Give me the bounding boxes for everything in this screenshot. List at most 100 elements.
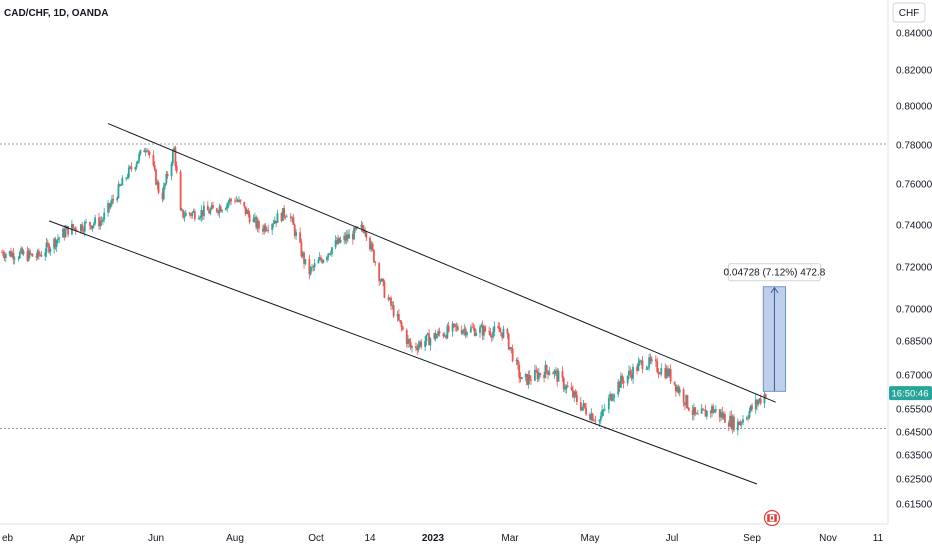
- candle-body: [749, 405, 752, 412]
- candle-body: [515, 359, 518, 362]
- candle-body: [481, 325, 484, 336]
- candle-body: [64, 229, 67, 237]
- candle-body: [337, 237, 339, 244]
- candle-body: [161, 192, 164, 200]
- candle-body: [564, 389, 566, 390]
- time-tick-label: May: [581, 533, 600, 544]
- currency-button-label[interactable]: CHF: [899, 8, 920, 19]
- candle-body: [667, 368, 669, 377]
- measure-tool[interactable]: 0.04728 (7.12%) 472.8: [724, 263, 826, 392]
- candle-body: [254, 216, 256, 219]
- candle-body: [730, 415, 733, 429]
- candle-body: [757, 401, 760, 405]
- price-tick-label: 0.76000: [896, 180, 932, 191]
- candle-body: [660, 368, 663, 375]
- candle-body: [362, 228, 365, 233]
- candle-body: [130, 166, 133, 170]
- candle-body: [446, 325, 449, 339]
- candle-body: [116, 198, 119, 201]
- price-tick-label: 0.67000: [896, 371, 932, 382]
- candle-body: [183, 216, 186, 218]
- candle-body: [203, 205, 205, 217]
- candle-body: [103, 212, 106, 220]
- candle-body: [353, 227, 355, 240]
- candle-body: [374, 262, 377, 264]
- channel-lower-line[interactable]: [48, 220, 758, 485]
- candle-body: [162, 186, 165, 200]
- candle-body: [322, 260, 325, 263]
- candle-body: [436, 335, 438, 339]
- time-tick-label: Jun: [148, 533, 164, 544]
- candle-body: [308, 259, 311, 275]
- candle-body: [264, 225, 267, 231]
- candle-body: [118, 184, 121, 186]
- candle-body: [255, 216, 258, 228]
- candle-body: [206, 205, 209, 211]
- candle-body: [329, 253, 332, 255]
- candle-body: [391, 305, 394, 307]
- candle-body: [380, 278, 383, 281]
- candle-body: [184, 212, 187, 217]
- channel-upper-line[interactable]: [107, 123, 776, 403]
- candle-body: [221, 209, 223, 212]
- candle-body: [135, 163, 138, 168]
- candle-body: [246, 210, 248, 214]
- candle-body: [309, 267, 312, 275]
- candle-body: [265, 229, 268, 231]
- candle-body: [462, 330, 464, 334]
- candle-body: [727, 422, 730, 427]
- symbol-title[interactable]: CAD/CHF, 1D, OANDA: [4, 8, 108, 19]
- candle-body: [702, 408, 704, 410]
- candle-body: [360, 224, 363, 228]
- candle-body: [121, 177, 124, 186]
- candle-body: [428, 333, 430, 346]
- candle-body: [36, 250, 39, 258]
- candle-body: [638, 360, 641, 363]
- candle-body: [499, 331, 502, 333]
- candle-body: [299, 232, 301, 243]
- candle-body: [331, 247, 333, 254]
- candle-body: [1, 252, 3, 254]
- candle-body: [411, 346, 413, 348]
- candle-body: [454, 324, 457, 327]
- time-tick-label: Oct: [308, 533, 324, 544]
- candle-body: [451, 323, 454, 332]
- time-tick-label: 11: [873, 533, 884, 544]
- candle-body: [401, 326, 404, 330]
- current-price-badge: [889, 386, 932, 401]
- candle-body: [155, 169, 157, 185]
- candle-body: [166, 173, 169, 177]
- candle-body: [12, 252, 15, 260]
- candle-body: [607, 397, 610, 410]
- candle-body: [501, 332, 504, 338]
- candle-body: [695, 413, 698, 415]
- candle-body: [665, 368, 668, 378]
- time-axis[interactable]: eb Apr Jun Aug Oct 14 2023 Mar May Jul Sep Nov 11: [2, 533, 884, 544]
- candle-body: [58, 237, 61, 239]
- candle-body: [437, 331, 440, 336]
- candle-body: [17, 258, 20, 259]
- currency-button[interactable]: [892, 2, 926, 23]
- candle-body: [285, 216, 288, 218]
- candle-body: [67, 226, 70, 235]
- canada-flag-icon[interactable]: [763, 509, 781, 527]
- candle-body: [218, 206, 221, 214]
- time-tick-label: Sep: [743, 533, 761, 544]
- candle-body: [656, 361, 659, 372]
- candle-body: [361, 224, 364, 229]
- candle-body: [348, 233, 351, 239]
- price-axis[interactable]: 0.84000 0.82000 0.80000 0.78000 0.76000 0.740…: [896, 29, 932, 511]
- candle-body: [79, 224, 82, 232]
- candle-body: [234, 200, 236, 202]
- candle-body: [682, 389, 685, 403]
- candle-body: [641, 360, 644, 370]
- candle-body: [91, 225, 94, 229]
- candle-body: [351, 233, 354, 240]
- candle-body: [112, 198, 115, 201]
- candle-body: [705, 410, 708, 417]
- candle-body: [382, 278, 385, 282]
- price-tick-label: 0.74000: [896, 221, 932, 232]
- candle-body: [383, 281, 386, 298]
